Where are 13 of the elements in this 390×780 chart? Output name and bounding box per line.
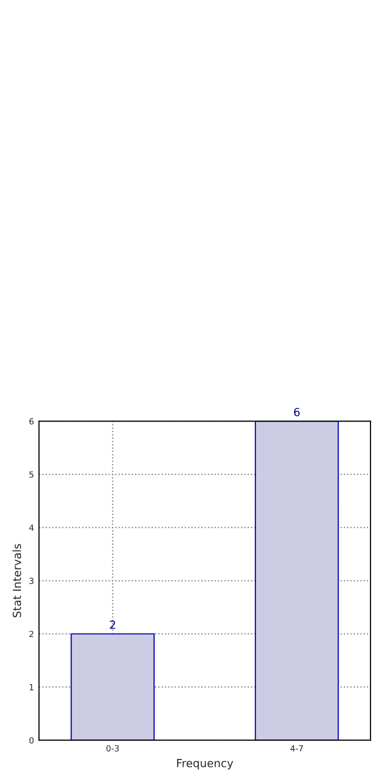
y-axis-title: Stat Intervals	[12, 544, 22, 618]
x-axis-title: Frequency	[177, 759, 234, 770]
y-tick-label: 6	[29, 418, 34, 424]
y-tick-label: 5	[29, 471, 34, 478]
y-tick-label: 0	[29, 737, 34, 744]
x-tick-label: 4-7	[290, 745, 303, 752]
y-tick-label: 1	[30, 684, 34, 690]
x-tick-label: 0-3	[106, 745, 119, 752]
data-label: 2	[110, 620, 116, 629]
y-tick-label: 2	[29, 630, 34, 638]
y-tick-label: 3	[29, 578, 34, 584]
y-tick-label: 4	[29, 524, 34, 531]
data-label: 6	[294, 408, 300, 416]
